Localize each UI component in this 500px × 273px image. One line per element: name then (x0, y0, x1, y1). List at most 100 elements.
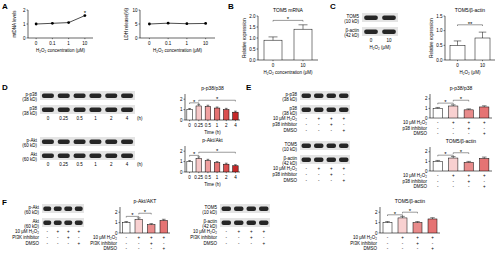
error-bar (435, 160, 440, 162)
error-bar (207, 105, 210, 106)
chart: 012TOM5/β-actin10 μM H₂O₂-+++p38 inhibit… (402, 138, 492, 189)
western-blot: TOM5(10 kD)β-actin(42 kD)10 μM H₂O₂-+++P… (190, 204, 270, 246)
y-axis (430, 147, 431, 171)
significance-label: * (193, 151, 196, 157)
x-tick (457, 60, 458, 61)
condition-value: + (467, 120, 470, 125)
y-axis (120, 207, 121, 233)
x-tick (198, 172, 199, 173)
condition-value: - (238, 241, 240, 246)
x-tick (235, 120, 236, 121)
y-axis (430, 94, 431, 118)
y-tick-label: 0 (23, 36, 26, 41)
x-tick-label: 4 (234, 123, 237, 128)
condition-value: + (483, 120, 486, 125)
condition-value: - (387, 246, 389, 251)
y-tick-label: 2 (23, 8, 26, 13)
bar (160, 221, 168, 233)
condition-value: - (417, 246, 419, 251)
x-tick-label: 10 (203, 41, 209, 46)
x-tick-label: 0 (188, 175, 191, 180)
x-tick (207, 172, 208, 173)
condition-value: + (67, 229, 70, 234)
condition-label: PI3K inhibitor (12, 235, 39, 240)
bar (135, 219, 143, 233)
condition-label: DMSO (414, 131, 428, 136)
lane-label: 4 (126, 116, 129, 121)
condition-value: - (226, 229, 228, 234)
error-bar (435, 107, 440, 109)
condition-value: - (126, 241, 128, 246)
condition-value: - (453, 131, 455, 136)
condition-value: - (453, 184, 455, 189)
condition-label: DMSO (414, 184, 428, 189)
marks (187, 104, 238, 120)
condition-value: + (416, 241, 419, 246)
condition-value: + (56, 229, 59, 234)
blot-band (302, 158, 312, 163)
lane-label: 0 (47, 162, 50, 167)
bar (233, 166, 239, 172)
blot-band (105, 154, 117, 159)
y-tick-label: 5 (135, 22, 138, 27)
condition-value: + (467, 179, 470, 184)
blot-band (222, 221, 232, 226)
condition-value: - (138, 241, 140, 246)
condition-value: - (226, 241, 228, 246)
condition-value: - (387, 235, 389, 240)
y-tick-label: 0.0 (436, 58, 443, 63)
blot-band (327, 158, 337, 163)
y-axis (185, 94, 186, 120)
significance-label: * (394, 211, 397, 217)
blot-band (58, 140, 70, 145)
x-tick-label: 0.25 (194, 175, 203, 180)
bar (214, 163, 220, 172)
condition-value: - (306, 128, 308, 133)
condition-value: + (262, 229, 265, 234)
blot-band (121, 140, 133, 145)
y-tick-label: 0.0 (249, 58, 256, 63)
condition-value: + (452, 120, 455, 125)
condition-value: + (483, 131, 486, 136)
condition-value: + (431, 235, 434, 240)
y-tick (429, 151, 431, 152)
blot-band (75, 221, 83, 226)
y-axis (380, 207, 381, 233)
condition-value: - (484, 126, 486, 131)
lane-label: 10 (386, 38, 392, 43)
condition-value: - (151, 246, 153, 251)
chart: 0.00.51.01.5010TOM5/β-actinH₂O₂ (μM)Rela… (429, 7, 495, 75)
significance-label: * (131, 212, 134, 218)
x-tick-label: 1 (216, 123, 219, 128)
condition-value: + (67, 235, 70, 240)
x-tick-label: 2 (225, 123, 228, 128)
blot-strip (40, 151, 135, 160)
error-bar (197, 157, 200, 159)
y-tick-label: 2.0 (249, 14, 256, 19)
significance-label: * (84, 10, 87, 16)
lane-label: 0 (47, 116, 50, 121)
x-axis-label: H₂O₂ concentration (μM) (36, 48, 86, 53)
condition-label: DMSO (364, 246, 378, 251)
error-bar (216, 162, 219, 163)
y-tick-label: 2 (180, 97, 183, 102)
chart-title: TOM5/β-actin (446, 138, 477, 144)
blot-band (234, 207, 244, 212)
chart: 01200.250.5124p-Akt/AktTime (h)** (180, 137, 240, 187)
error-bar (400, 216, 405, 218)
bar (428, 219, 437, 233)
x-tick-label: 0.1 (165, 41, 172, 46)
condition-label: p38 inhibitor (402, 179, 427, 184)
blot-band (58, 108, 70, 113)
condition-label: 10 μM H₂O₂ (273, 116, 297, 121)
blot-strip (40, 137, 135, 146)
condition-value: - (306, 172, 308, 177)
error-bar (269, 37, 278, 40)
y-tick-label: 1 (180, 107, 183, 112)
chart: 012TOM5/β-actin10 μM H₂O₂-+++PI3K inhibi… (350, 198, 440, 251)
x-tick (273, 60, 274, 61)
x-axis-label: Time (h) (204, 182, 221, 187)
marks (383, 216, 437, 233)
bar (475, 38, 490, 60)
x-tick (217, 120, 218, 121)
